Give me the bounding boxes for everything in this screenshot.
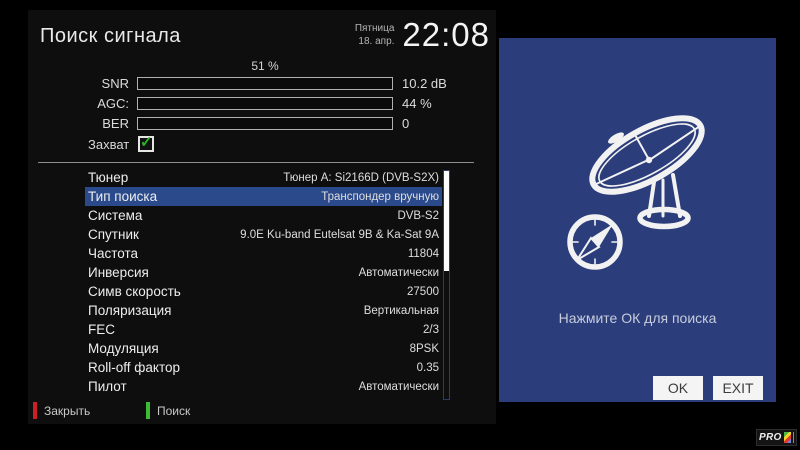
settings-row[interactable]: Частота 11804 (85, 244, 442, 263)
settings-row-value: DVB-S2 (397, 209, 439, 222)
settings-list: Тюнер Тюнер A: Si2166D (DVB-S2X) Тип поиск… (85, 168, 442, 396)
settings-row[interactable]: Спутник 9.0E Ku-band Eutelsat 9B & Ka-Sat… (85, 225, 442, 244)
settings-row[interactable]: Модуляция 8PSK (85, 339, 442, 358)
lock-checkbox: ✓ (138, 134, 155, 152)
settings-row-value: 27500 (407, 285, 439, 298)
settings-row-label: Инверсия (88, 265, 149, 280)
meter-value: 44 % (402, 96, 432, 111)
signal-meter-row: BER 0 (28, 116, 496, 131)
settings-row[interactable]: Инверсия Автоматически (85, 263, 442, 282)
scrollbar-thumb[interactable] (444, 171, 449, 272)
settings-row-label: Поляризация (88, 303, 172, 318)
settings-row-label: Пилот (88, 379, 127, 394)
settings-row[interactable]: Симв скорость 27500 (85, 282, 442, 301)
satellite-dish-icon (567, 115, 705, 270)
settings-row[interactable]: Roll-off фактор 0.35 (85, 358, 442, 377)
press-ok-hint: Нажмите ОК для поиска (558, 310, 717, 326)
settings-row-value: Автоматически (358, 380, 439, 393)
search-hint-label: Поиск (157, 403, 191, 418)
checkmark-icon: ✓ (139, 134, 153, 151)
exit-button[interactable]: EXIT (713, 376, 763, 400)
settings-row-value: 2/3 (423, 323, 439, 336)
settings-row-label: Roll-off фактор (88, 360, 180, 375)
clock: Пятница 18. апр. 22:08 (355, 16, 490, 54)
meter-label: BER (102, 116, 129, 131)
settings-row-value: 0.35 (416, 361, 439, 374)
pro-tv-logo-text: PRO (759, 432, 782, 443)
search-prompt-panel: Нажмите ОК для поиска OK EXIT (499, 38, 776, 402)
settings-row-value: 9.0E Ku-band Eutelsat 9B & Ka-Sat 9A (240, 228, 439, 241)
meter-value: 10.2 dB (402, 76, 447, 91)
settings-row-label: Тип поиска (88, 189, 158, 204)
meter-label: AGC: (97, 96, 129, 111)
meter-value: 0 (402, 116, 410, 131)
search-hint[interactable]: Поиск (146, 402, 190, 419)
lock-label: Захват (88, 136, 130, 152)
pro-tv-logo-icon (783, 432, 791, 443)
meter-track (137, 117, 393, 130)
settings-row-value: 8PSK (409, 342, 439, 355)
settings-row-label: Модуляция (88, 341, 159, 356)
settings-row[interactable]: Пилот Автоматически (85, 377, 442, 396)
settings-row-label: Спутник (88, 227, 139, 242)
close-hint-label: Закрыть (44, 403, 91, 418)
signal-meter-row: AGC: 44 % (28, 96, 496, 111)
signal-search-panel: Поиск сигнала Пятница 18. апр. 22:08 51 … (28, 10, 496, 424)
settings-row[interactable]: Тип поиска Транспондер вручную (85, 187, 442, 206)
signal-meters: SNR 10.2 dB AGC: 44 % BER 0 (28, 76, 496, 136)
ok-button[interactable]: OK (653, 376, 703, 400)
divider (38, 162, 474, 163)
meter-track (137, 77, 393, 90)
settings-row[interactable]: Система DVB-S2 (85, 206, 442, 225)
settings-row-value: Транспондер вручную (321, 190, 439, 203)
lock-indicator: Захват ✓ (88, 134, 155, 152)
pro-tv-logo-stripe (792, 432, 794, 443)
signal-meter-row: SNR 10.2 dB (28, 76, 496, 91)
time-label: 22:08 (402, 16, 490, 53)
settings-row-value: Вертикальная (363, 304, 439, 317)
settings-row-label: Симв скорость (88, 284, 181, 299)
red-key-icon (33, 402, 37, 419)
settings-row-value: 11804 (407, 247, 439, 260)
page-title: Поиск сигнала (40, 25, 181, 47)
meter-track (137, 97, 393, 110)
progress-percent-label: 51 % (251, 59, 279, 73)
pro-tv-logo: PRO (756, 429, 797, 446)
close-hint[interactable]: Закрыть (33, 402, 90, 419)
settings-row-value: Автоматически (358, 266, 439, 279)
settings-row-label: Система (88, 208, 143, 223)
settings-row-value: Тюнер A: Si2166D (DVB-S2X) (283, 171, 439, 184)
scrollbar[interactable] (443, 170, 450, 400)
settings-row-label: Тюнер (88, 170, 129, 185)
settings-row-label: Частота (88, 246, 139, 261)
settings-row[interactable]: Тюнер Тюнер A: Si2166D (DVB-S2X) (85, 168, 442, 187)
date-label: 18. апр. (358, 36, 395, 47)
green-key-icon (146, 402, 150, 419)
settings-row[interactable]: FEC 2/3 (85, 320, 442, 339)
meter-label: SNR (101, 76, 129, 91)
weekday-label: Пятница (354, 22, 395, 34)
settings-row[interactable]: Поляризация Вертикальная (85, 301, 442, 320)
settings-row-label: FEC (88, 322, 115, 337)
